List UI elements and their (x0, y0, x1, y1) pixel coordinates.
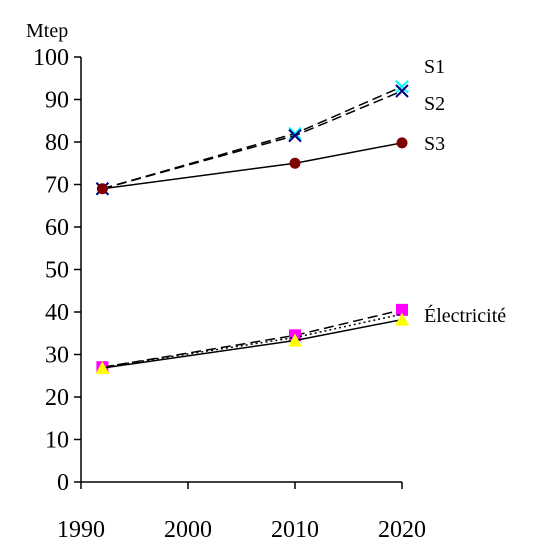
x-tick-label: 2020 (378, 517, 426, 543)
data-point (288, 128, 302, 143)
series-layer (95, 80, 409, 375)
y-tick-label: 10 (45, 428, 69, 454)
x-ticks: 1990 2000 2010 2020 (57, 482, 426, 543)
y-tick-label: 90 (45, 88, 69, 114)
y-ticks: 0 10 20 30 40 50 60 70 80 90 100 (33, 45, 81, 496)
series-label-electricite: Électricité (424, 304, 506, 327)
x-tick-label: 2010 (271, 517, 319, 543)
y-axis-unit-label: Mtep (26, 20, 68, 42)
x-tick-label: 1990 (57, 517, 105, 543)
data-point (96, 183, 108, 195)
series-label-s2: S2 (424, 93, 445, 115)
series-line (102, 86, 403, 190)
y-tick-label: 70 (45, 173, 69, 199)
y-tick-label: 0 (57, 470, 69, 496)
series-label-s3: S3 (424, 133, 445, 155)
axes: 0 10 20 30 40 50 60 70 80 90 100 1990 2000 2010 2020 (33, 45, 426, 543)
series-line (102, 90, 403, 190)
y-tick-label: 40 (45, 300, 69, 326)
y-tick-label: 50 (45, 258, 69, 284)
series-line (102, 309, 403, 368)
series-line (102, 142, 403, 190)
series-label-s1: S1 (424, 56, 445, 78)
data-point (288, 333, 302, 347)
y-tick-label: 80 (45, 130, 69, 156)
series-s1 (95, 80, 409, 196)
data-point (395, 84, 409, 98)
y-tick-label: 20 (45, 385, 69, 411)
data-point (395, 312, 409, 326)
y-tick-label: 30 (45, 343, 69, 369)
series-s2 (95, 84, 409, 196)
x-tick-label: 2000 (164, 517, 212, 543)
data-point (396, 137, 408, 149)
series-labels: S1 S2 S3 Électricité (424, 56, 506, 327)
data-point (289, 157, 301, 169)
data-point (395, 80, 409, 94)
data-point (396, 303, 408, 316)
y-tick-label: 100 (33, 45, 69, 71)
series-s3 (96, 137, 408, 195)
data-point (95, 361, 110, 375)
y-tick-label: 60 (45, 215, 69, 241)
series-unlabeled-5 (95, 312, 409, 375)
